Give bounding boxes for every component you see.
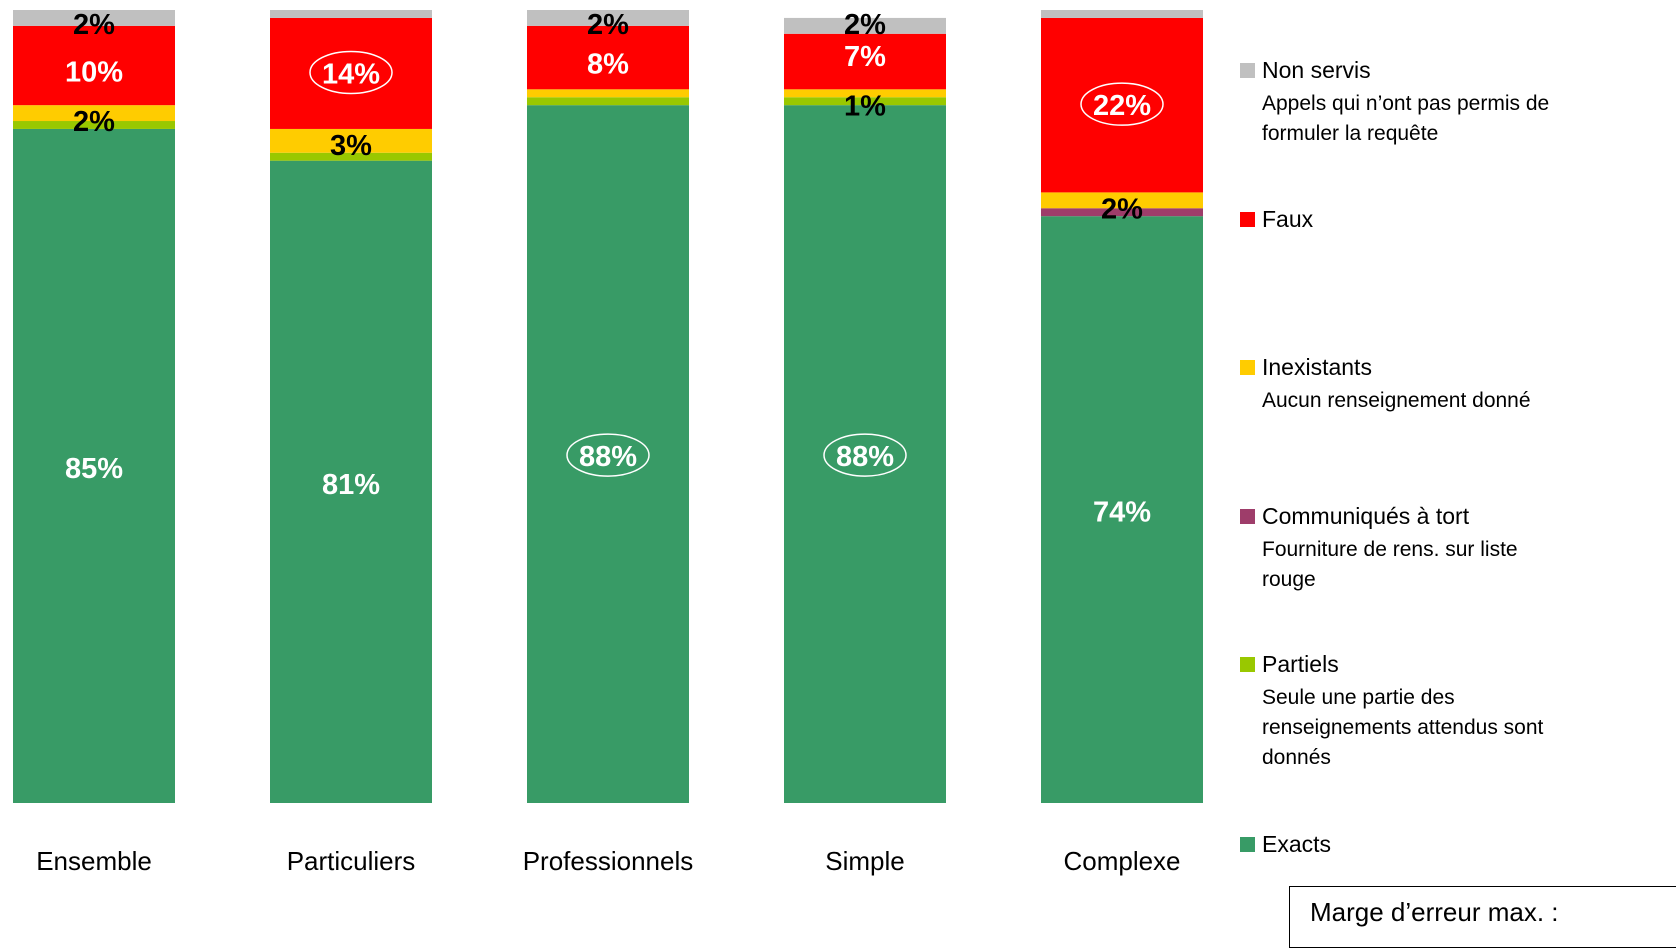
segment-complexe-inexistants <box>1041 192 1203 209</box>
data-label-ensemble-0: 85% <box>65 453 123 485</box>
segment-ensemble-non-servis <box>13 10 175 26</box>
segment-ensemble-inexistants <box>13 105 175 122</box>
legend-swatch-faux <box>1240 212 1255 227</box>
segment-professionnels-exacts <box>527 105 689 803</box>
data-label-professionnels-0: 88% <box>579 441 637 473</box>
data-label-particuliers-3: 3% <box>330 130 372 162</box>
chart-legend: Non servis Appels qui n’ont pas permis d… <box>1240 0 1676 920</box>
legend-label-faux: Faux <box>1262 206 1314 232</box>
category-label-complexe: Complexe <box>1063 846 1180 876</box>
data-label-complexe-4: 22% <box>1093 90 1151 122</box>
segment-ensemble-faux <box>13 25 175 106</box>
data-label-professionnels-4: 8% <box>587 49 629 81</box>
data-label-simple-0: 88% <box>836 441 894 473</box>
margin-note-text: Marge d’erreur max. : <box>1310 897 1559 927</box>
data-label-simple-3: 1% <box>844 90 886 122</box>
category-label-simple: Simple <box>825 846 904 876</box>
legend-desc-partiels: Seule une partie des renseignements atte… <box>1262 686 1544 769</box>
segment-simple-inexistants <box>784 89 946 98</box>
legend-swatch-exacts <box>1240 837 1255 852</box>
legend-swatch-inexistants <box>1240 360 1255 375</box>
legend-label-communiques-a-tort: Communiqués à tort <box>1262 503 1470 529</box>
legend-label-non-servis: Non servis <box>1262 57 1371 83</box>
legend-swatch-non-servis <box>1240 63 1255 78</box>
category-label-particuliers: Particuliers <box>287 846 416 876</box>
data-label-ensemble-4: 10% <box>65 57 123 89</box>
segment-particuliers-partiels <box>270 152 432 161</box>
segment-simple-exacts <box>784 105 946 803</box>
segment-professionnels-faux <box>527 25 689 90</box>
legend-desc-non-servis: Appels qui n’ont pas permis de formuler … <box>1262 92 1550 145</box>
legend-swatch-communiques-a-tort <box>1240 509 1255 524</box>
segment-ensemble-partiels <box>13 121 175 129</box>
bar-complexe: 74% 2% 22% <box>1041 10 1203 803</box>
data-label-particuliers-0: 81% <box>322 469 380 501</box>
segment-simple-faux <box>784 33 946 90</box>
bar-professionnels: 88% 8% 2% <box>527 9 689 803</box>
data-label-simple-5: 2% <box>844 9 886 41</box>
data-label-particuliers-4: 14% <box>322 58 380 90</box>
segment-complexe-non-servis <box>1041 10 1203 18</box>
category-label-professionnels: Professionnels <box>523 846 694 876</box>
bar-simple: 88% 1% 7%2% <box>784 9 946 803</box>
segment-complexe-communiques-a-tort <box>1041 208 1203 217</box>
highlight-circle-particuliers-4 <box>309 50 393 95</box>
data-label-complexe-3: 2% <box>1101 193 1143 225</box>
legend-desc-communiques-a-tort: Fourniture de rens. sur liste rouge <box>1262 538 1518 591</box>
segment-particuliers-faux <box>270 17 432 129</box>
data-label-simple-4: 7% <box>844 41 886 73</box>
category-label-ensemble: Ensemble <box>36 846 152 876</box>
data-label-ensemble-3: 2% <box>73 106 115 138</box>
highlight-circle-complexe-4 <box>1080 82 1164 126</box>
segment-complexe-exacts <box>1041 216 1203 803</box>
stacked-bar-chart: 85% 2% 10% 2% Ensemble 81% 3% 14% Particuliers 88… <box>13 9 1203 876</box>
bar-ensemble: 85% 2% 10% 2% <box>13 9 175 803</box>
legend-label-inexistants: Inexistants <box>1262 354 1372 380</box>
bar-particuliers: 81% 3% 14% <box>270 10 432 804</box>
segment-ensemble-exacts <box>13 128 175 803</box>
data-label-complexe-0: 74% <box>1093 497 1151 529</box>
segment-professionnels-inexistants <box>527 89 689 98</box>
segment-particuliers-non-servis <box>270 10 432 18</box>
segment-complexe-faux <box>1041 17 1203 193</box>
segment-particuliers-inexistants <box>270 128 432 153</box>
data-label-ensemble-5: 2% <box>73 9 115 41</box>
margin-note-box: Marge d’erreur max. : <box>1289 886 1676 948</box>
data-label-professionnels-5: 2% <box>587 9 629 41</box>
legend-label-partiels: Partiels <box>1262 651 1339 677</box>
legend-swatch-partiels <box>1240 657 1255 672</box>
segment-professionnels-non-servis <box>527 10 689 26</box>
highlight-circle-simple-0 <box>823 433 907 477</box>
segment-professionnels-partiels <box>527 97 689 106</box>
legend-desc-inexistants: Aucun renseignement donné <box>1262 389 1531 412</box>
segment-simple-partiels <box>784 97 946 106</box>
highlight-circle-professionnels-0 <box>566 433 650 477</box>
segment-particuliers-exacts <box>270 160 432 804</box>
legend-label-exacts: Exacts <box>1262 831 1332 857</box>
segment-simple-non-servis <box>784 17 946 34</box>
